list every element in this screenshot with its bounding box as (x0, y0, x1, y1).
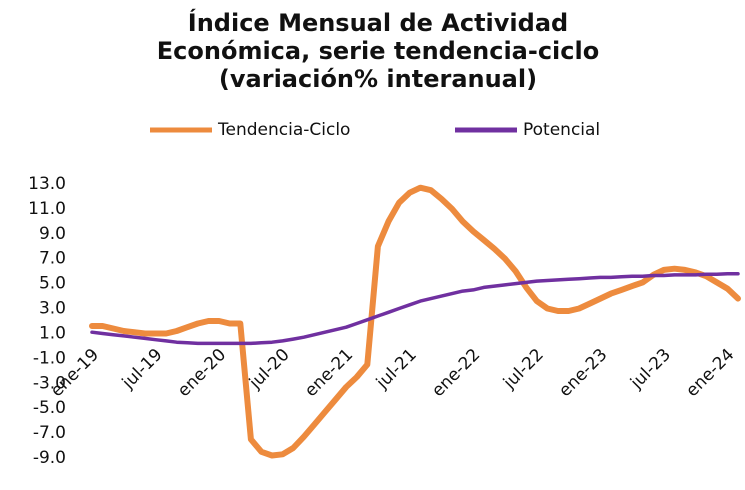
y-tick-label: 11.0 (28, 199, 66, 219)
y-tick-label: -7.0 (33, 423, 66, 443)
x-tick-label: ene-24 (682, 345, 738, 401)
y-tick-label: 3.0 (39, 299, 66, 319)
y-tick-label: 7.0 (39, 249, 66, 269)
y-tick-label: 1.0 (39, 323, 66, 343)
x-tick-label: ene-23 (555, 345, 611, 401)
x-tick-label: jul-19 (118, 345, 167, 394)
y-tick-label: -9.0 (33, 448, 66, 468)
series-line (89, 184, 741, 459)
x-tick-label: jul-21 (372, 345, 421, 394)
y-tick-label: 9.0 (39, 224, 66, 244)
y-tick-label: -1.0 (33, 348, 66, 368)
y-tick-label: 5.0 (39, 274, 66, 294)
chart-title: Índice Mensual de Actividad (188, 8, 568, 37)
y-tick-label: -5.0 (33, 398, 66, 418)
y-tick-label: -3.0 (33, 373, 66, 393)
chart-title: Económica, serie tendencia-ciclo (157, 37, 599, 65)
x-tick-label: jul-22 (499, 345, 548, 394)
x-tick-label: ene-22 (428, 345, 484, 401)
legend-label: Potencial (523, 120, 600, 140)
series-line (90, 271, 740, 346)
x-tick-label: jul-23 (626, 345, 675, 394)
x-tick-label: jul-20 (245, 345, 294, 394)
y-tick-label: 13.0 (28, 174, 66, 194)
x-tick-label: ene-21 (301, 345, 357, 401)
x-tick-label: ene-20 (174, 345, 230, 401)
legend-label: Tendencia-Ciclo (217, 120, 350, 140)
chart-title: (variación% interanual) (219, 65, 537, 93)
